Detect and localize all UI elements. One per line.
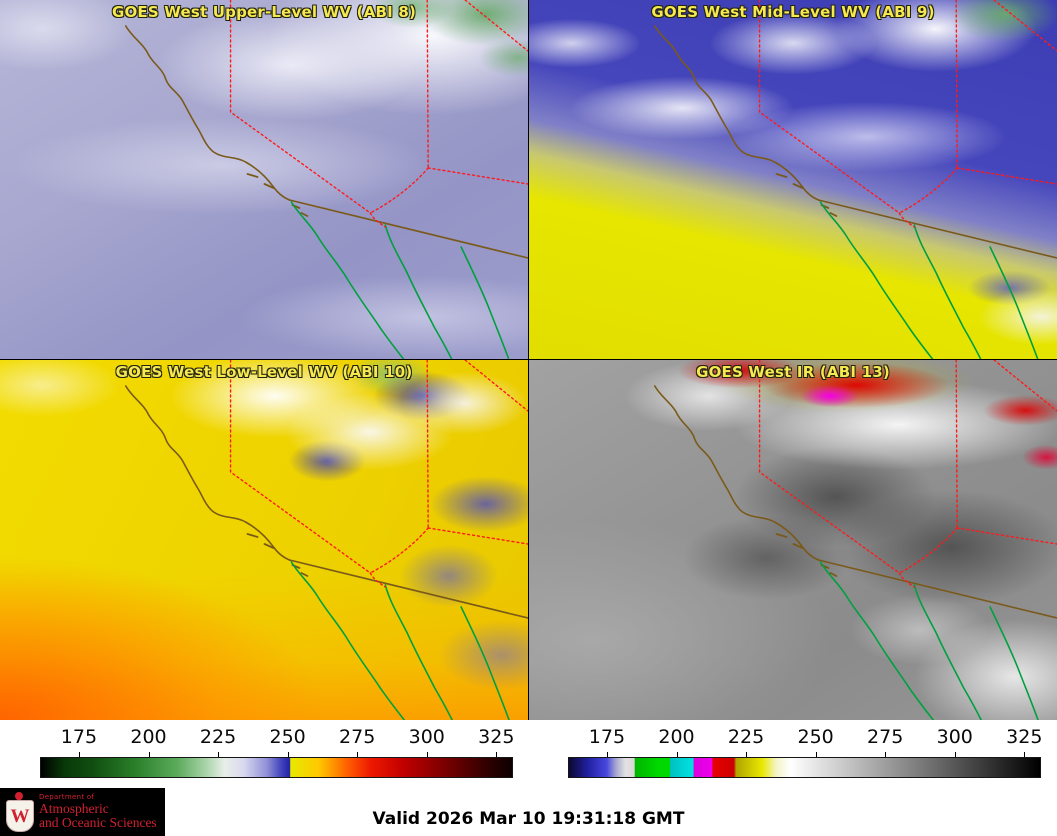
colorbar-tick-mark: [426, 752, 428, 757]
map-overlay: [653, 360, 1057, 720]
map-overlay: [653, 0, 1057, 360]
panel-mid-level-wv: GOES West Mid-Level WV (ABI 9): [529, 0, 1057, 360]
colorbar-tick-mark: [676, 752, 678, 757]
satellite-imagery-abi9: [529, 0, 1057, 360]
colorbar-bar: [40, 757, 513, 778]
panel-title-abi10: GOES West Low-Level WV (ABI 10): [115, 363, 413, 381]
colorbar-tick-label: 300: [408, 726, 445, 748]
crest-letter: W: [10, 805, 30, 827]
crest-shield-icon: W: [6, 800, 34, 832]
colorbar-wv: 175 200 225 250 275 300 325: [40, 726, 515, 782]
colorbar-tick-label: 200: [130, 726, 167, 748]
colorbar-ir: 175 200 225 250 275 300 325: [568, 726, 1043, 782]
logo-text: Department of Atmospheric and Oceanic Sc…: [39, 793, 157, 830]
logo-line-oceanic: and Oceanic Sciences: [39, 814, 157, 830]
colorbar-tick-mark: [218, 752, 220, 757]
panel-divider-vertical: [528, 0, 529, 720]
panel-divider-horizontal: [0, 359, 1057, 360]
colorbar-tick-mark: [954, 752, 956, 757]
colorbar-tick-label: 200: [658, 726, 695, 748]
map-overlay: [124, 360, 528, 720]
colorbar-gradient: [569, 758, 1040, 777]
colorbar-tick-label: 175: [60, 726, 98, 748]
footer: W Department of Atmospheric and Oceanic …: [0, 788, 1057, 836]
panel-title-abi13: GOES West IR (ABI 13): [696, 363, 890, 381]
colorbar-tick-mark: [815, 752, 817, 757]
colorbar-tick-label: 175: [588, 726, 626, 748]
panel-title-abi9: GOES West Mid-Level WV (ABI 9): [651, 3, 935, 21]
uw-crest-icon: W: [4, 790, 34, 832]
colorbar-tick-label: 275: [339, 726, 376, 748]
colorbar-tick-mark: [287, 752, 289, 757]
colorbar-tick-label: 250: [797, 726, 834, 748]
colorbar-gradient: [41, 758, 512, 777]
colorbar-tick-label: 275: [867, 726, 904, 748]
satellite-imagery-abi10: [0, 360, 528, 720]
colorbar-marks: [40, 752, 513, 757]
map-overlay: [124, 0, 528, 360]
colorbar-tick-mark: [78, 752, 80, 757]
colorbar-tick-label: 225: [727, 726, 765, 748]
satellite-imagery-abi13: [529, 360, 1057, 720]
logo-line-atmospheric: Atmospheric: [39, 800, 109, 816]
colorbar-labels: 175 200 225 250 275 300 325: [40, 726, 515, 752]
colorbar-marks: [568, 752, 1041, 757]
colorbar-labels: 175 200 225 250 275 300 325: [568, 726, 1043, 752]
colorbar-tick-mark: [746, 752, 748, 757]
logo-department-of: Department of: [39, 793, 95, 802]
valid-time-label: Valid 2026 Mar 10 19:31:18 GMT: [372, 809, 685, 829]
colorbar-bar: [568, 757, 1041, 778]
colorbar-tick-mark: [885, 752, 887, 757]
colorbar-tick-mark: [496, 752, 498, 757]
colorbar-tick-label: 250: [269, 726, 306, 748]
colorbar-tick-label: 225: [199, 726, 237, 748]
colorbar-tick-mark: [1024, 752, 1026, 757]
colorbar-row: 175 200 225 250 275 300 325 175 200 225 250 275 300…: [0, 720, 1057, 788]
colorbar-tick-mark: [357, 752, 359, 757]
uw-aos-logo: W Department of Atmospheric and Oceanic …: [0, 788, 165, 836]
colorbar-tick-label: 325: [478, 726, 515, 748]
colorbar-tick-label: 300: [936, 726, 973, 748]
panel-upper-level-wv: GOES West Upper-Level WV (ABI 8): [0, 0, 528, 360]
panel-low-level-wv: GOES West Low-Level WV (ABI 10): [0, 360, 528, 720]
colorbar-tick-mark: [606, 752, 608, 757]
panel-ir: GOES West IR (ABI 13): [529, 360, 1057, 720]
satellite-imagery-abi8: [0, 0, 528, 360]
colorbar-tick-label: 325: [1006, 726, 1043, 748]
panel-title-abi8: GOES West Upper-Level WV (ABI 8): [111, 3, 417, 21]
colorbar-tick-mark: [148, 752, 150, 757]
